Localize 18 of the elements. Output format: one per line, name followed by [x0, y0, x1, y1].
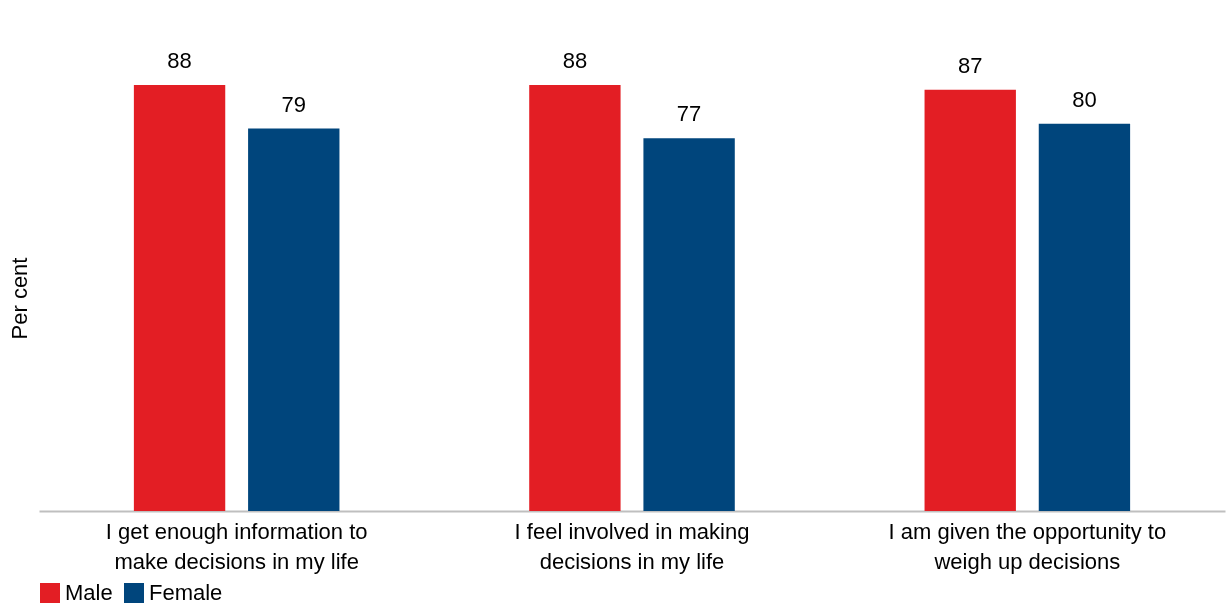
data-label: 88: [562, 48, 588, 73]
y-axis-title: Per cent: [6, 257, 32, 340]
bar: [529, 85, 621, 511]
legend-label: Male: [65, 580, 113, 605]
x-tick-label: I get enough information to make decisions in my life: [105, 518, 368, 574]
data-label: 88: [167, 48, 192, 73]
bar: [1038, 123, 1131, 511]
bar: [643, 138, 735, 511]
x-tick-label: I am given the opportunity to weigh up decisions: [888, 518, 1167, 574]
x-tick-label: I feel involved in making decisions in my life: [514, 518, 750, 574]
data-label: 87: [957, 52, 983, 78]
data-label: 80: [1072, 86, 1097, 112]
bar: [248, 128, 340, 511]
bar: [133, 85, 226, 511]
data-label: 77: [676, 101, 702, 127]
bar: [924, 89, 1016, 511]
legend-label: Female: [149, 580, 223, 605]
data-label: 79: [281, 91, 307, 117]
